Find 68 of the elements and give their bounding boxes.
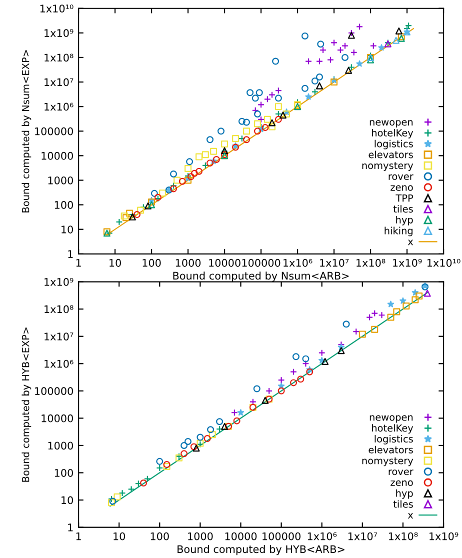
x-tick-label: 100000 — [262, 532, 300, 540]
x-tick-label: 100000 — [242, 258, 280, 267]
x-tick-label: 1000 — [176, 258, 201, 267]
x-tick-label: 1x10⁹ — [393, 258, 422, 267]
legend-label: zeno — [390, 185, 413, 191]
y-tick-label: 1x10⁷ — [44, 78, 74, 86]
x-tick-label: 1x10⁷ — [320, 258, 349, 267]
x-tick-label: 1000 — [188, 532, 213, 540]
x-tick-label: 1 — [76, 259, 81, 267]
legend-label: hiking — [384, 226, 412, 236]
y-tick-label: 10 — [62, 496, 73, 504]
y-tick-label: 1 — [68, 250, 73, 258]
legend-label: tiles — [393, 205, 413, 213]
legend-label: x — [408, 513, 414, 518]
legend-label: tiles — [393, 500, 413, 508]
legend-label: rover — [388, 470, 414, 476]
y-axis-title: Bound computed by HYB<EXP> — [22, 327, 32, 482]
legend-label: nomystery — [362, 162, 414, 172]
y-axis-title: Bound computed by Nsum<EXP> — [22, 50, 32, 212]
x-tick-label: 100 — [150, 532, 169, 540]
y-tick-label: 100000 — [35, 127, 73, 136]
x-tick-label: 1 — [76, 532, 81, 540]
legend-label: elevators — [368, 150, 413, 158]
x-axis-title: Bound computed by Nsum<ARB> — [173, 272, 349, 282]
legend-label: rover — [388, 174, 414, 180]
legend-label: x — [408, 240, 414, 246]
y-tick-label: 10000 — [42, 152, 73, 160]
y-tick-label: 1x10⁸ — [44, 54, 74, 62]
x-tick-label: 1x10¹⁰ — [427, 258, 460, 267]
x-tick-label: 1x10⁶ — [284, 258, 312, 267]
y-tick-label: 1x10⁹ — [44, 29, 74, 38]
y-tick-label: 1000 — [48, 442, 73, 450]
x-tick-label: 1x10⁸ — [389, 532, 418, 540]
legend-label: logistics — [374, 435, 413, 444]
x-tick-label: 1x10⁹ — [430, 532, 458, 540]
x-tick-label: 10000 — [225, 532, 257, 540]
y-tick-label: 100 — [54, 201, 73, 209]
y-tick-label: 1x10⁶ — [44, 102, 74, 111]
x-tick-label: 1x10⁶ — [308, 532, 337, 540]
legend-label: newopen — [370, 120, 413, 128]
x-axis-title: Bound computed by HYB<ARB> — [178, 545, 344, 556]
legend-label: hyp — [396, 489, 413, 499]
x-tick-label: 100 — [142, 258, 161, 267]
legend-label: TPP — [396, 194, 414, 202]
legend-label: hotelKey — [372, 424, 414, 434]
y-tick-label: 100000 — [35, 387, 73, 396]
y-tick-label: 1 — [68, 524, 73, 532]
x-tick-label: 10 — [114, 532, 126, 540]
legend-label: logistics — [374, 140, 413, 150]
y-tick-label: 100 — [54, 468, 73, 477]
y-tick-label: 10 — [62, 226, 73, 234]
legend-label: hotelKey — [372, 129, 414, 138]
legend-label: zeno — [390, 480, 413, 486]
y-tick-label: 10000 — [42, 414, 73, 422]
x-tick-label: 1x10⁷ — [348, 532, 378, 540]
y-tick-label: 1x10⁹ — [44, 278, 74, 286]
y-tick-label: 1x10⁶ — [44, 360, 74, 368]
y-tick-label: 1x10⁷ — [44, 332, 74, 340]
legend-label: nomystery — [362, 457, 414, 466]
legend-label: newopen — [370, 415, 413, 423]
y-tick-label: 1000 — [48, 176, 73, 184]
x-tick-label: 10000 — [209, 258, 240, 267]
y-tick-label: 1x10¹⁰ — [40, 4, 74, 12]
y-tick-label: 1x10⁸ — [44, 305, 74, 314]
legend-label: elevators — [368, 446, 413, 454]
x-tick-label: 10 — [110, 258, 121, 267]
x-tick-label: 1x10⁸ — [356, 258, 386, 267]
legend-label: hyp — [396, 216, 413, 226]
